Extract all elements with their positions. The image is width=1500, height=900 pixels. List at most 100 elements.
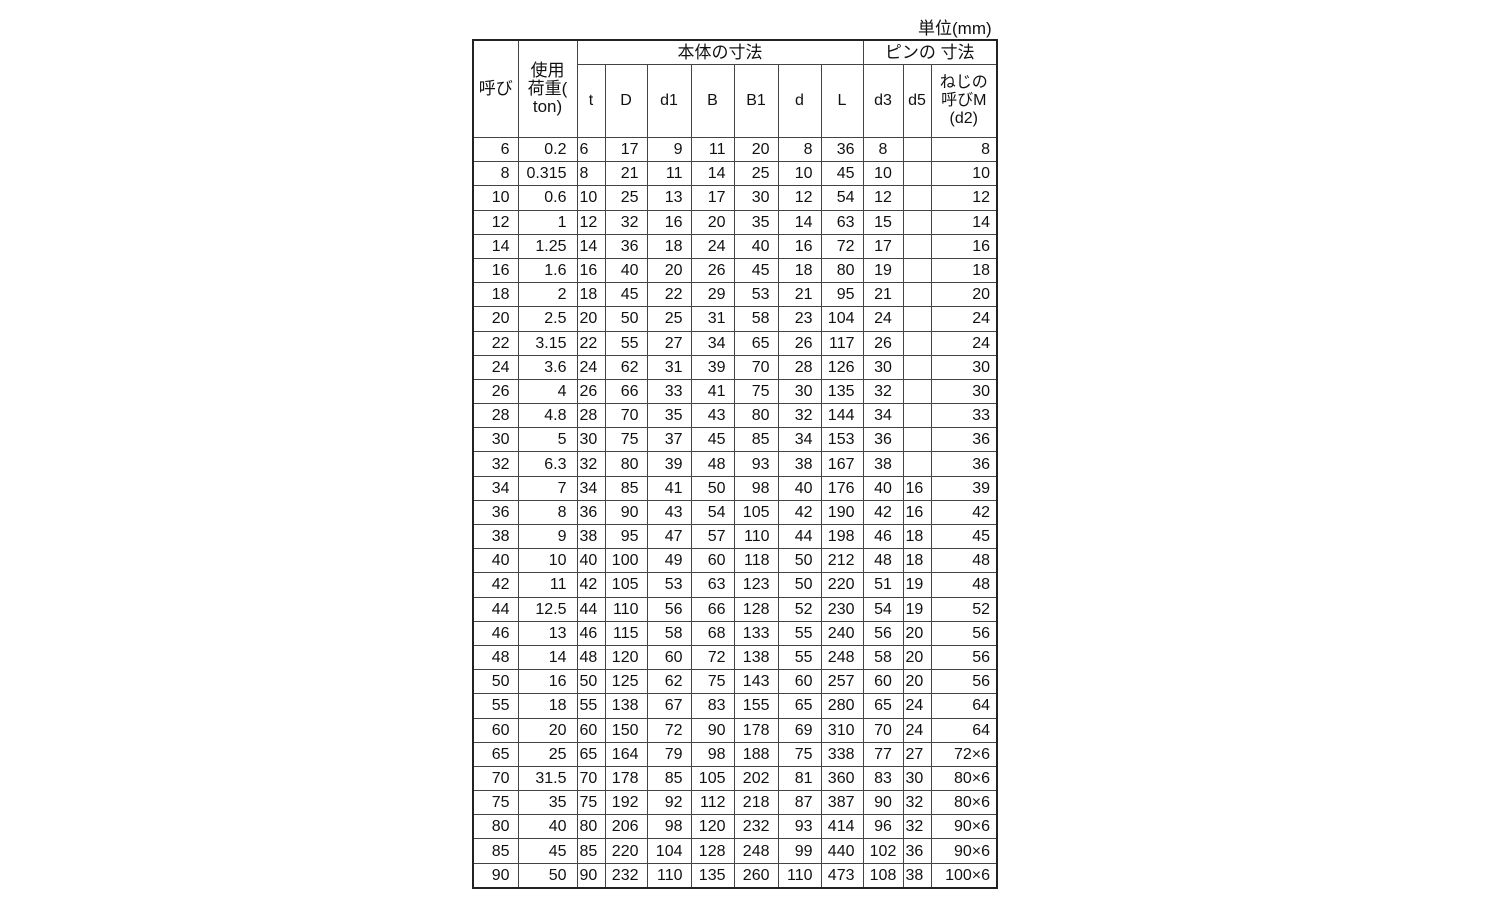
- cell-load: 18: [517, 693, 578, 719]
- cell-d: 32: [777, 403, 822, 429]
- cell-b1: 25: [733, 161, 779, 187]
- cell-l: 167: [820, 451, 864, 477]
- cell-b1: 45: [733, 257, 779, 284]
- cell-d3: 21: [862, 282, 904, 308]
- cell-d5: 16: [902, 475, 932, 501]
- cell-load: 20: [517, 717, 578, 743]
- table-row: 90 50 90 232 110 135 260 110 473 108 38 100×6: [472, 862, 998, 889]
- table-row: 50 16 50 125 62 75 143 60 257 60 20 56: [472, 669, 998, 695]
- cell-b1: 58: [733, 306, 779, 332]
- cell-d1: 72: [646, 717, 692, 743]
- cell-l: 126: [820, 354, 864, 380]
- cell-t: 55: [576, 693, 606, 719]
- cell-m: 33: [930, 403, 998, 429]
- cell-load: 5: [517, 427, 578, 453]
- cell-d: 178: [604, 765, 648, 792]
- cell-d1: 13: [646, 185, 692, 211]
- cell-t: 28: [576, 403, 606, 429]
- header-pin-dimensions: ピンの 寸法: [862, 39, 998, 65]
- cell-b: 26: [690, 257, 735, 284]
- cell-m: 100×6: [930, 862, 998, 889]
- cell-name: 40: [472, 548, 519, 574]
- cell-d3: 34: [862, 403, 904, 429]
- cell-load: 12.5: [517, 596, 578, 622]
- cell-d: 21: [777, 282, 822, 308]
- cell-d5: 18: [902, 523, 932, 550]
- cell-name: 65: [472, 741, 519, 767]
- cell-d3: 56: [862, 620, 904, 646]
- cell-load: 2.5: [517, 306, 578, 332]
- cell-load: 6.3: [517, 451, 578, 477]
- cell-l: 117: [820, 330, 864, 356]
- cell-t: 12: [576, 209, 606, 235]
- table-row: 24 3.6 24 62 31 39 70 28 126 30 30: [472, 354, 998, 380]
- cell-b: 43: [690, 403, 735, 429]
- cell-b1: 30: [733, 185, 779, 211]
- cell-d: 90: [604, 499, 648, 526]
- cell-d3: 26: [862, 330, 904, 356]
- cell-m: 90×6: [930, 838, 998, 864]
- cell-name: 32: [472, 451, 519, 477]
- table-row: 80 40 80 206 98 120 232 93 414 96 32 90×6: [472, 814, 998, 840]
- cell-l: 36: [820, 136, 864, 163]
- cell-load: 9: [517, 523, 578, 550]
- cell-name: 12: [472, 209, 519, 235]
- unit-label: 単位(mm): [918, 19, 992, 38]
- cell-d5: [902, 233, 932, 259]
- cell-d3: 19: [862, 257, 904, 284]
- cell-m: 16: [930, 233, 998, 259]
- cell-d1: 33: [646, 378, 692, 405]
- cell-name: 24: [472, 354, 519, 380]
- cell-name: 75: [472, 790, 519, 816]
- cell-d1: 27: [646, 330, 692, 356]
- cell-b1: 143: [733, 669, 779, 695]
- cell-b1: 75: [733, 378, 779, 405]
- cell-b: 68: [690, 620, 735, 646]
- cell-l: 95: [820, 282, 864, 308]
- cell-l: 440: [820, 838, 864, 864]
- cell-d: 26: [777, 330, 822, 356]
- cell-d: 40: [604, 257, 648, 284]
- cell-b1: 248: [733, 838, 779, 864]
- cell-d: 192: [604, 790, 648, 816]
- cell-d3: 83: [862, 765, 904, 792]
- cell-l: 45: [820, 161, 864, 187]
- cell-d5: [902, 257, 932, 284]
- table-row: 65 25 65 164 79 98 188 75 338 77 27 72×6: [472, 741, 998, 767]
- cell-d1: 60: [646, 644, 692, 671]
- cell-b1: 85: [733, 427, 779, 453]
- cell-d: 95: [604, 523, 648, 550]
- cell-d1: 53: [646, 572, 692, 598]
- cell-d: 52: [777, 596, 822, 622]
- cell-t: 65: [576, 741, 606, 767]
- cell-name: 6: [472, 136, 519, 163]
- cell-b1: 20: [733, 136, 779, 163]
- cell-t: 85: [576, 838, 606, 864]
- cell-b: 29: [690, 282, 735, 308]
- cell-l: 310: [820, 717, 864, 743]
- cell-m: 30: [930, 378, 998, 405]
- cell-d: 12: [777, 185, 822, 211]
- header-col-d3: d3: [862, 64, 904, 138]
- table-row: 28 4.8 28 70 35 43 80 32 144 34 33: [472, 403, 998, 429]
- cell-name: 8: [472, 161, 519, 187]
- cell-d1: 67: [646, 693, 692, 719]
- cell-d: 30: [777, 378, 822, 405]
- cell-l: 198: [820, 523, 864, 550]
- table-row: 70 31.5 70 178 85 105 202 81 360 83 30 80×6: [472, 765, 998, 792]
- table-row: 34 7 34 85 41 50 98 40 176 40 16 39: [472, 475, 998, 501]
- cell-load: 8: [517, 499, 578, 526]
- cell-d5: [902, 330, 932, 356]
- cell-m: 64: [930, 717, 998, 743]
- cell-load: 0.315: [517, 161, 578, 187]
- cell-d: 38: [777, 451, 822, 477]
- cell-d: 100: [604, 548, 648, 574]
- cell-m: 52: [930, 596, 998, 622]
- cell-d1: 9: [646, 136, 692, 163]
- cell-b: 135: [690, 862, 735, 889]
- cell-d: 34: [777, 427, 822, 453]
- cell-d3: 65: [862, 693, 904, 719]
- cell-b: 24: [690, 233, 735, 259]
- cell-d3: 58: [862, 644, 904, 671]
- cell-m: 56: [930, 620, 998, 646]
